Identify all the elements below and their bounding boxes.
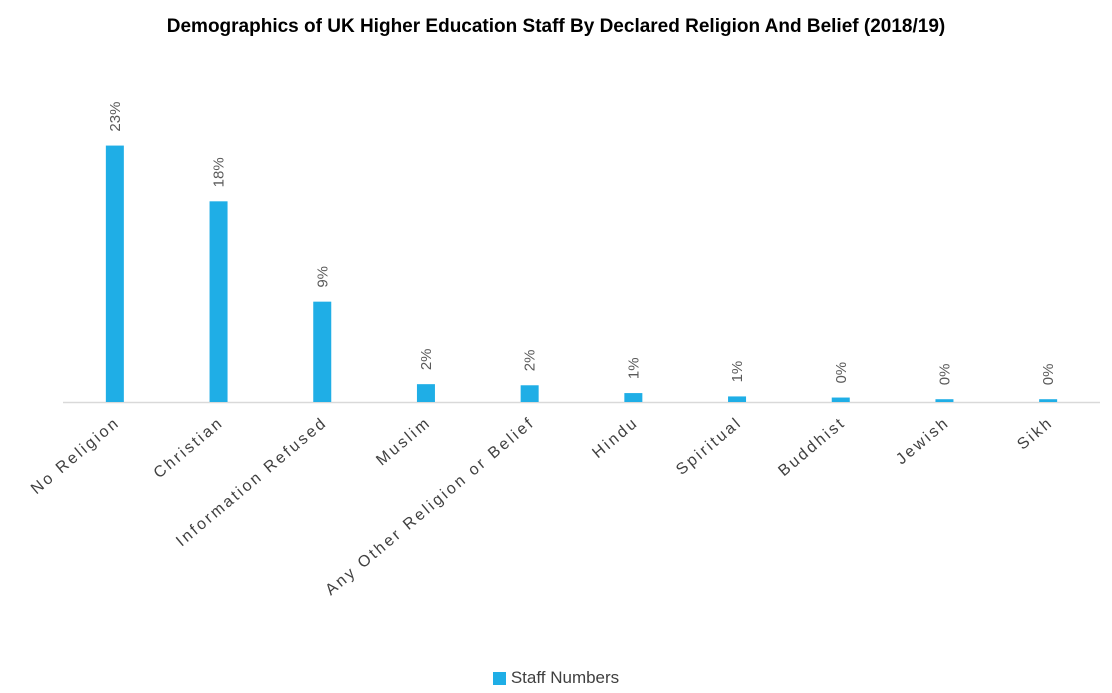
legend: Staff Numbers <box>0 668 1112 688</box>
bar-buddhist <box>831 397 850 402</box>
x-tick-label: Any Other Religion or Belief <box>322 414 538 599</box>
data-label: 2% <box>418 348 435 370</box>
x-tick-label: Buddhist <box>775 414 849 480</box>
data-label: 0% <box>936 364 953 386</box>
legend-label: Staff Numbers <box>510 668 620 687</box>
x-tick-label: Jewish <box>893 414 953 468</box>
data-label: 0% <box>833 362 850 384</box>
bar-information-refused <box>313 301 332 402</box>
bar-muslim <box>416 384 435 402</box>
chart-title: Demographics of UK Higher Education Staf… <box>166 16 946 37</box>
bar-sikh <box>1039 399 1058 402</box>
bar-christian <box>209 201 228 402</box>
bar-jewish <box>935 399 954 402</box>
x-tick-label: No Religion <box>28 414 123 498</box>
data-label: 2% <box>522 350 539 372</box>
x-tick-label: Sikh <box>1014 414 1056 453</box>
bar-spiritual <box>728 396 747 402</box>
legend-swatch <box>492 671 506 685</box>
bar-no-religion <box>105 145 124 402</box>
data-label: 9% <box>314 266 331 288</box>
data-label: 23% <box>107 102 124 132</box>
data-label: 18% <box>211 157 228 187</box>
data-label: 1% <box>729 361 746 383</box>
x-tick-label: Hindu <box>589 414 642 462</box>
x-tick-label: Spiritual <box>673 414 745 479</box>
bar-hindu <box>624 393 643 402</box>
bar-any-other-religion-or-belief <box>520 385 539 402</box>
x-tick-label: Muslim <box>373 414 434 469</box>
data-label: 0% <box>1040 364 1057 386</box>
data-label: 1% <box>625 357 642 379</box>
x-tick-label: Christian <box>151 414 228 482</box>
